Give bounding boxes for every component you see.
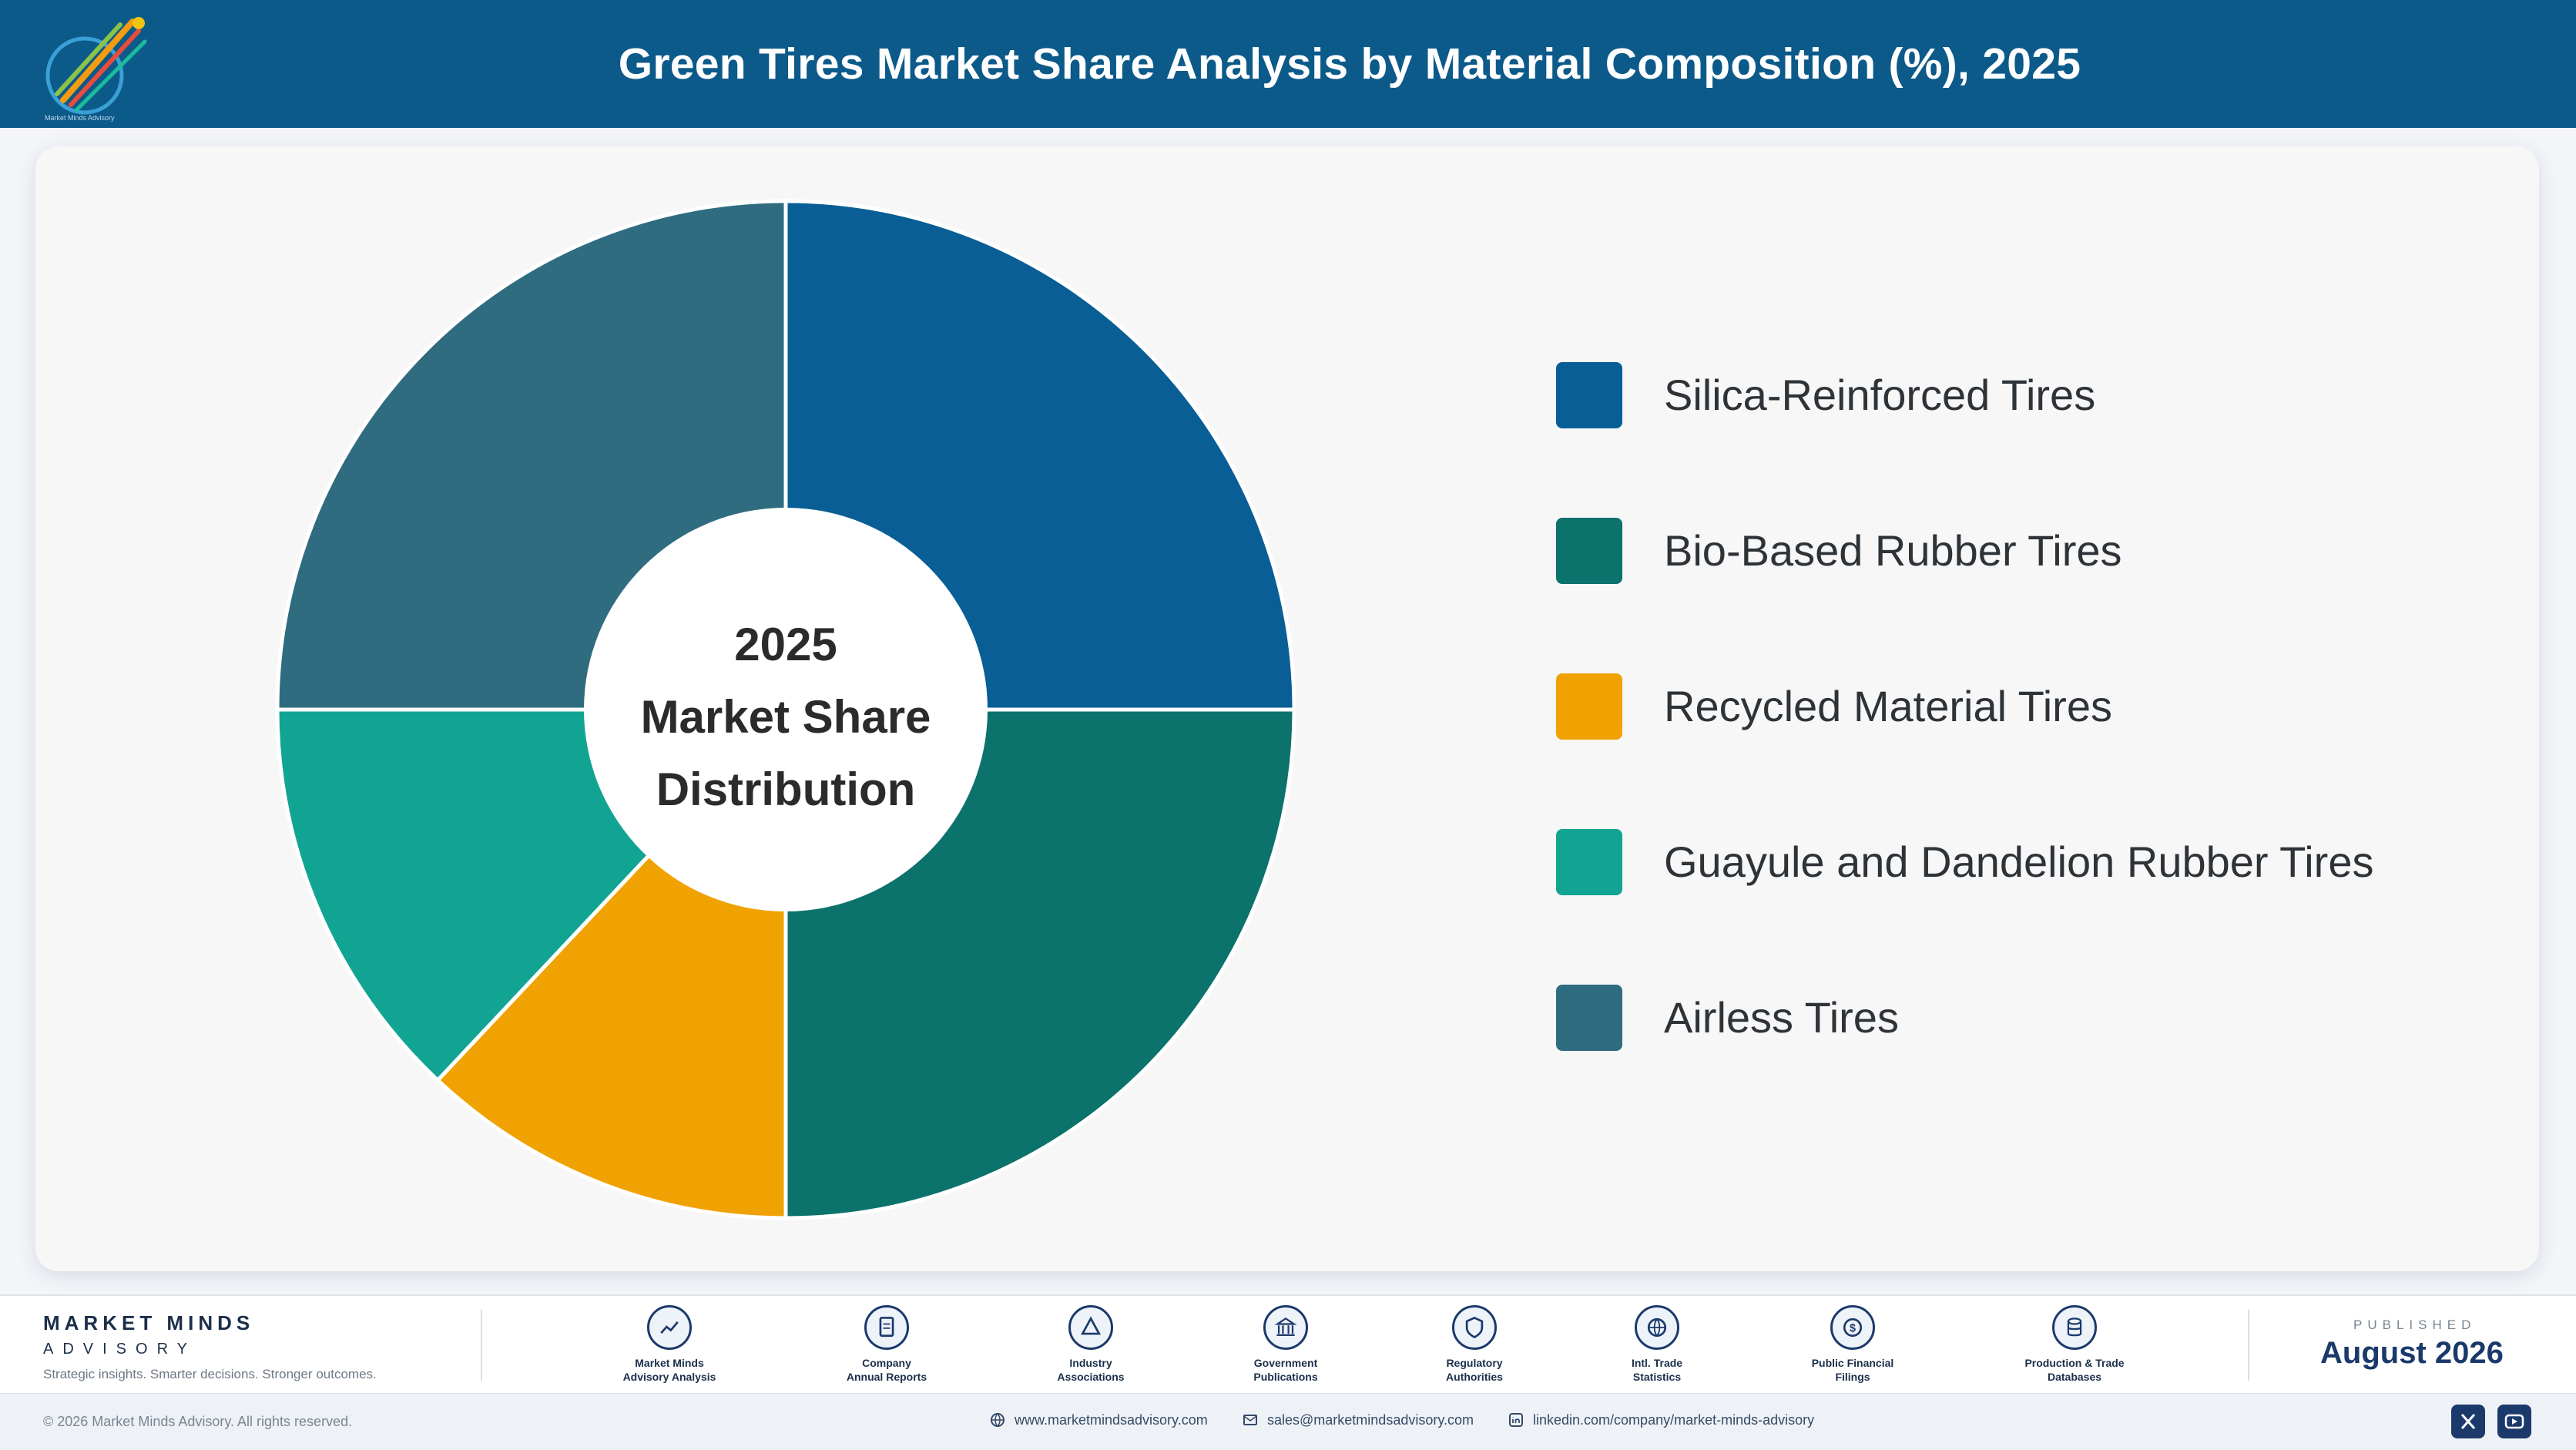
copyright-text: © 2026 Market Minds Advisory. All rights… bbox=[43, 1414, 353, 1429]
legend-label: Silica-Reinforced Tires bbox=[1664, 371, 2096, 419]
legend-swatch bbox=[1556, 518, 1622, 584]
bottom-bar: © 2026 Market Minds Advisory. All rights… bbox=[0, 1393, 2576, 1450]
legend-item: Guayule and Dandelion Rubber Tires bbox=[1556, 829, 2480, 895]
center-label-line-3: Distribution bbox=[656, 764, 916, 815]
source-label-line: Market Minds bbox=[635, 1357, 704, 1369]
source-label-line: Databases bbox=[2047, 1371, 2102, 1383]
legend-item: Airless Tires bbox=[1556, 985, 2480, 1051]
legend-item: Silica-Reinforced Tires bbox=[1556, 362, 2480, 428]
legend-item: Recycled Material Tires bbox=[1556, 673, 2480, 740]
center-label-line-1: 2025 bbox=[734, 619, 837, 670]
source-industry-associations[interactable]: Industry Associations bbox=[1006, 1305, 1176, 1384]
legend-swatch bbox=[1556, 985, 1622, 1051]
source-label-line: Publications bbox=[1253, 1371, 1318, 1383]
youtube-icon bbox=[2504, 1414, 2524, 1429]
source-label-line: Advisory Analysis bbox=[622, 1371, 716, 1383]
source-label-line: Regulatory bbox=[1446, 1357, 1503, 1369]
document-icon bbox=[864, 1305, 909, 1350]
legend-swatch bbox=[1556, 673, 1622, 740]
email-text: sales@marketmindsadvisory.com bbox=[1267, 1412, 1474, 1428]
government-icon bbox=[1263, 1305, 1308, 1350]
footer-divider bbox=[2248, 1310, 2249, 1381]
source-label-line: Production & Trade bbox=[2024, 1357, 2125, 1369]
legend-label: Recycled Material Tires bbox=[1664, 682, 2112, 730]
source-label-line: Industry bbox=[1069, 1357, 1112, 1369]
donut-hole bbox=[584, 508, 988, 911]
footer-divider bbox=[481, 1310, 482, 1381]
footer-tagline: Strategic insights. Smarter decisions. S… bbox=[43, 1367, 377, 1381]
trend-icon bbox=[647, 1305, 692, 1350]
footer-brand-name: MARKET MINDS bbox=[43, 1311, 255, 1334]
published-label: PUBLISHED bbox=[2353, 1317, 2477, 1332]
website-link[interactable]: www.marketmindsadvisory.com bbox=[990, 1412, 1208, 1428]
chart-center-label: 2025 Market Share Distribution bbox=[585, 609, 986, 826]
footer-brand-sub: ADVISORY bbox=[43, 1341, 196, 1358]
email-link[interactable]: sales@marketmindsadvisory.com bbox=[1243, 1412, 1474, 1428]
source-label-line: Associations bbox=[1057, 1371, 1125, 1383]
center-label-line-2: Market Share bbox=[640, 691, 931, 743]
legend-label: Guayule and Dandelion Rubber Tires bbox=[1664, 837, 2374, 886]
page-title: Green Tires Market Share Analysis by Mat… bbox=[618, 39, 2081, 89]
source-financial-filings[interactable]: $ Public Financial Filings bbox=[1768, 1305, 1937, 1384]
legend-item: Bio-Based Rubber Tires bbox=[1556, 518, 2480, 584]
x-social-button[interactable] bbox=[2451, 1405, 2485, 1438]
legend-swatch bbox=[1556, 362, 1622, 428]
source-trade-statistics[interactable]: Intl. Trade Statistics bbox=[1572, 1305, 1742, 1384]
source-label-line: Government bbox=[1253, 1357, 1318, 1369]
mail-icon bbox=[1243, 1415, 1257, 1425]
legend-label: Airless Tires bbox=[1664, 993, 1899, 1042]
source-label-line: Filings bbox=[1835, 1371, 1870, 1383]
shield-icon bbox=[1452, 1305, 1497, 1350]
source-regulatory[interactable]: Regulatory Authorities bbox=[1390, 1305, 1559, 1384]
legend-swatch bbox=[1556, 829, 1622, 895]
published-date: August 2026 bbox=[2320, 1336, 2504, 1370]
company-logo: Market Minds Advisory bbox=[45, 17, 147, 122]
database-icon bbox=[2052, 1305, 2097, 1350]
logo-text: Market Minds Advisory bbox=[45, 114, 115, 122]
source-market-minds[interactable]: Market Minds Advisory Analysis bbox=[585, 1305, 754, 1384]
source-label-line: Authorities bbox=[1446, 1371, 1503, 1383]
source-label-line: Public Financial bbox=[1811, 1357, 1894, 1369]
source-label-line: Intl. Trade bbox=[1631, 1357, 1683, 1369]
linkedin-icon bbox=[1509, 1413, 1523, 1427]
globe-icon bbox=[1635, 1305, 1679, 1350]
source-trade-databases[interactable]: Production & Trade Databases bbox=[1990, 1305, 2159, 1384]
globe-icon bbox=[991, 1413, 1005, 1428]
dollar-icon: $ bbox=[1830, 1305, 1875, 1350]
source-label-line: Company bbox=[862, 1357, 911, 1369]
source-company-reports[interactable]: Company Annual Reports bbox=[802, 1305, 971, 1384]
linkedin-text: linkedin.com/company/market-minds-adviso… bbox=[1533, 1412, 1815, 1428]
youtube-social-button[interactable] bbox=[2497, 1405, 2531, 1438]
network-icon bbox=[1068, 1305, 1113, 1350]
website-text: www.marketmindsadvisory.com bbox=[1015, 1412, 1208, 1428]
svg-text:$: $ bbox=[1850, 1322, 1856, 1334]
linkedin-link[interactable]: linkedin.com/company/market-minds-adviso… bbox=[1508, 1412, 1814, 1428]
header-bar: Market Minds Advisory Green Tires Market… bbox=[0, 0, 2576, 128]
source-government[interactable]: Government Publications bbox=[1201, 1305, 1370, 1384]
source-label-line: Statistics bbox=[1632, 1371, 1682, 1383]
legend-label: Bio-Based Rubber Tires bbox=[1664, 526, 2122, 575]
x-icon bbox=[2460, 1414, 2476, 1429]
source-label-line: Annual Reports bbox=[846, 1371, 927, 1383]
